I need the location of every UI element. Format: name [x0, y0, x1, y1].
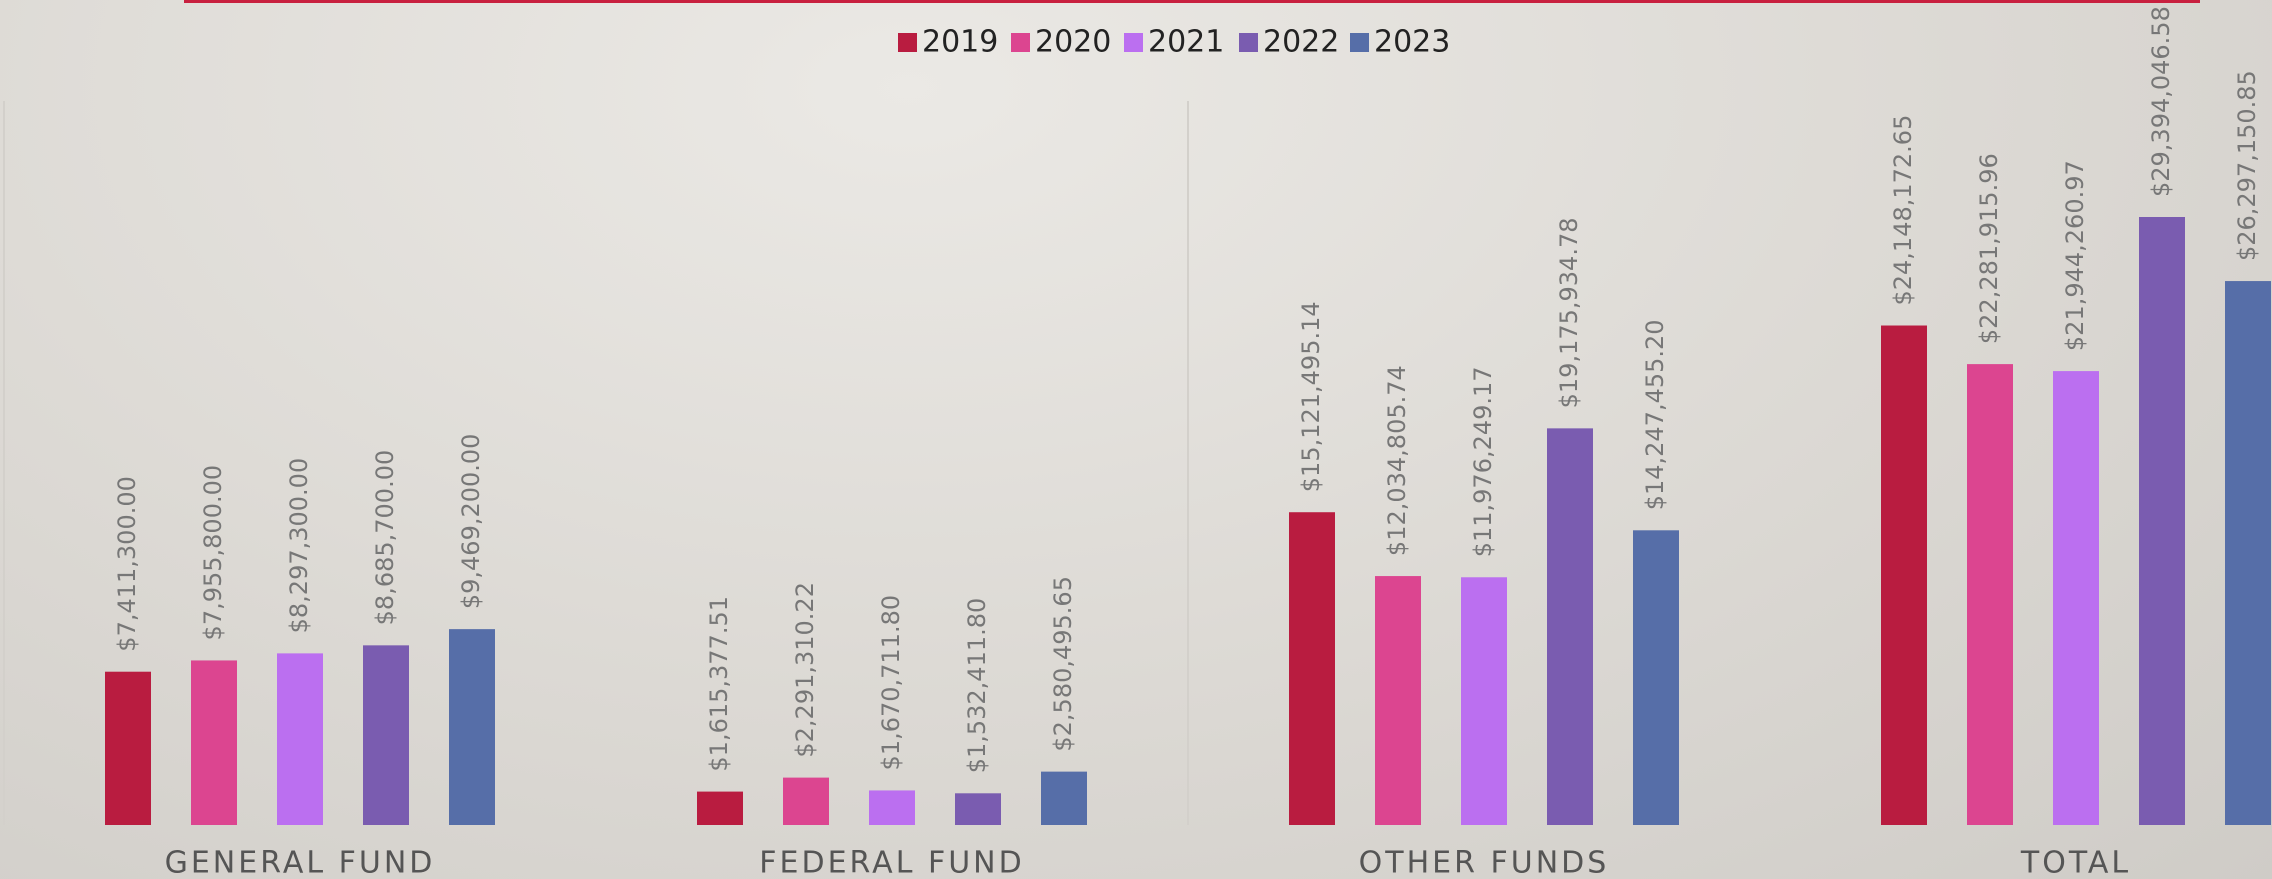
value-label: $8,297,300.00	[285, 458, 313, 634]
legend-swatch	[1350, 33, 1369, 52]
value-label: $15,121,495.14	[1297, 301, 1325, 492]
bar	[2139, 217, 2185, 825]
category-label: GENERAL FUND	[165, 846, 436, 879]
legend-swatch	[898, 33, 917, 52]
bar	[1461, 577, 1507, 825]
value-label: $24,148,172.65	[1889, 115, 1917, 306]
legend-swatch	[1011, 33, 1030, 52]
value-label: $19,175,934.78	[1555, 217, 1583, 408]
value-label: $14,247,455.20	[1641, 319, 1669, 510]
value-label: $7,411,300.00	[113, 476, 141, 652]
legend-label: 2019	[922, 25, 998, 60]
bar	[697, 791, 743, 825]
legend-swatch	[1239, 33, 1258, 52]
bar	[1375, 576, 1421, 825]
bar	[2053, 371, 2099, 825]
legend-label: 2021	[1148, 25, 1224, 60]
bar	[363, 645, 409, 825]
accent-line	[184, 0, 2200, 3]
bar	[277, 653, 323, 825]
bar	[2225, 281, 2271, 825]
value-label: $1,615,377.51	[705, 596, 733, 772]
value-label: $1,670,711.80	[877, 595, 905, 771]
legend-label: 2020	[1035, 25, 1111, 60]
bar	[1289, 512, 1335, 825]
bar	[1633, 530, 1679, 825]
bar	[955, 793, 1001, 825]
value-label: $11,976,249.17	[1469, 366, 1497, 557]
bar	[1967, 364, 2013, 825]
bar	[191, 660, 237, 825]
bar	[449, 629, 495, 825]
value-label: $2,580,495.65	[1049, 576, 1077, 752]
value-label: $8,685,700.00	[371, 450, 399, 626]
bar	[1881, 325, 1927, 825]
bar	[1041, 771, 1087, 825]
value-label: $7,955,800.00	[199, 465, 227, 641]
bar	[1547, 428, 1593, 825]
legend-label: 2022	[1263, 25, 1339, 60]
bar	[869, 790, 915, 825]
bar	[783, 777, 829, 825]
value-label: $26,297,150.85	[2233, 70, 2261, 261]
category-label: TOTAL	[2020, 846, 2131, 879]
value-label: $29,394,046.58	[2147, 6, 2175, 197]
category-label: OTHER FUNDS	[1359, 846, 1610, 879]
value-label: $22,281,915.96	[1975, 153, 2003, 344]
value-label: $9,469,200.00	[457, 434, 485, 610]
bar	[105, 671, 151, 825]
value-label: $1,532,411.80	[963, 598, 991, 774]
value-label: $21,944,260.97	[2061, 160, 2089, 351]
value-label: $2,291,310.22	[791, 582, 819, 758]
legend-label: 2023	[1374, 25, 1450, 60]
legend-swatch	[1124, 33, 1143, 52]
category-label: FEDERAL FUND	[759, 846, 1024, 879]
value-label: $12,034,805.74	[1383, 365, 1411, 556]
